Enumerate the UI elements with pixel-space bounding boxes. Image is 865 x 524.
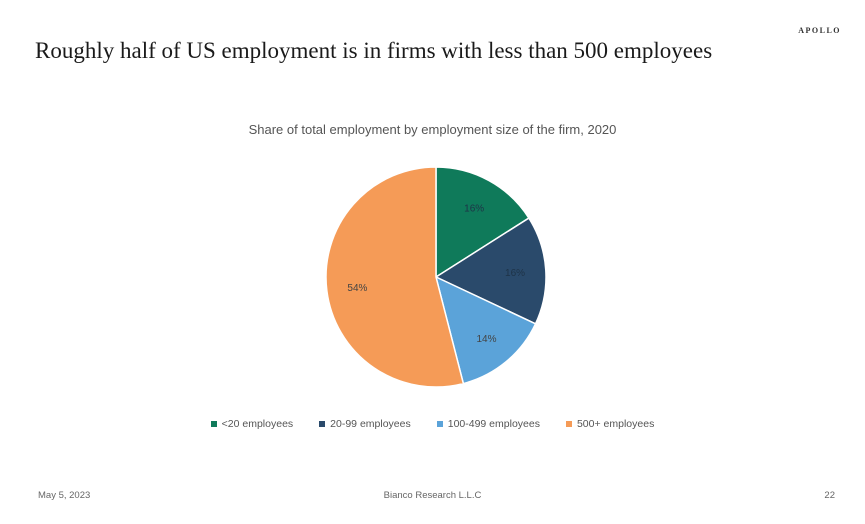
page-number: 22 (824, 490, 835, 501)
legend-label: <20 employees (221, 418, 294, 430)
chart-title: Share of total employment by employment … (248, 122, 617, 137)
brand-logo: APOLLO (798, 26, 841, 35)
data-label: 14% (476, 334, 496, 345)
page-title: Roughly half of US employment is in firm… (35, 38, 713, 63)
legend-item: 100-499 employees (436, 418, 540, 430)
chart-legend: <20 employees 20-99 employees 100-499 em… (0, 418, 865, 430)
footer-source: Bianco Research L.L.C (383, 490, 482, 501)
data-label: 54% (347, 283, 367, 294)
legend-swatch (565, 421, 572, 427)
legend-item: 500+ employees (565, 418, 655, 430)
pie-slice (434, 217, 547, 325)
pie-slice (325, 166, 465, 388)
legend-label: 20-99 employees (330, 418, 411, 430)
legend-label: 500+ employees (576, 418, 655, 430)
legend-item: <20 employees (210, 418, 294, 430)
data-label: 16% (464, 204, 484, 215)
legend-item: 20-99 employees (319, 418, 411, 430)
pie-slice (435, 166, 530, 279)
legend-swatch (210, 421, 217, 427)
legend-swatch (436, 421, 443, 427)
legend-swatch (319, 421, 326, 427)
data-label: 16% (505, 268, 525, 279)
footer-date: May 5, 2023 (38, 490, 91, 501)
legend-label: 100-499 employees (447, 418, 540, 430)
pie-slice (434, 275, 537, 385)
